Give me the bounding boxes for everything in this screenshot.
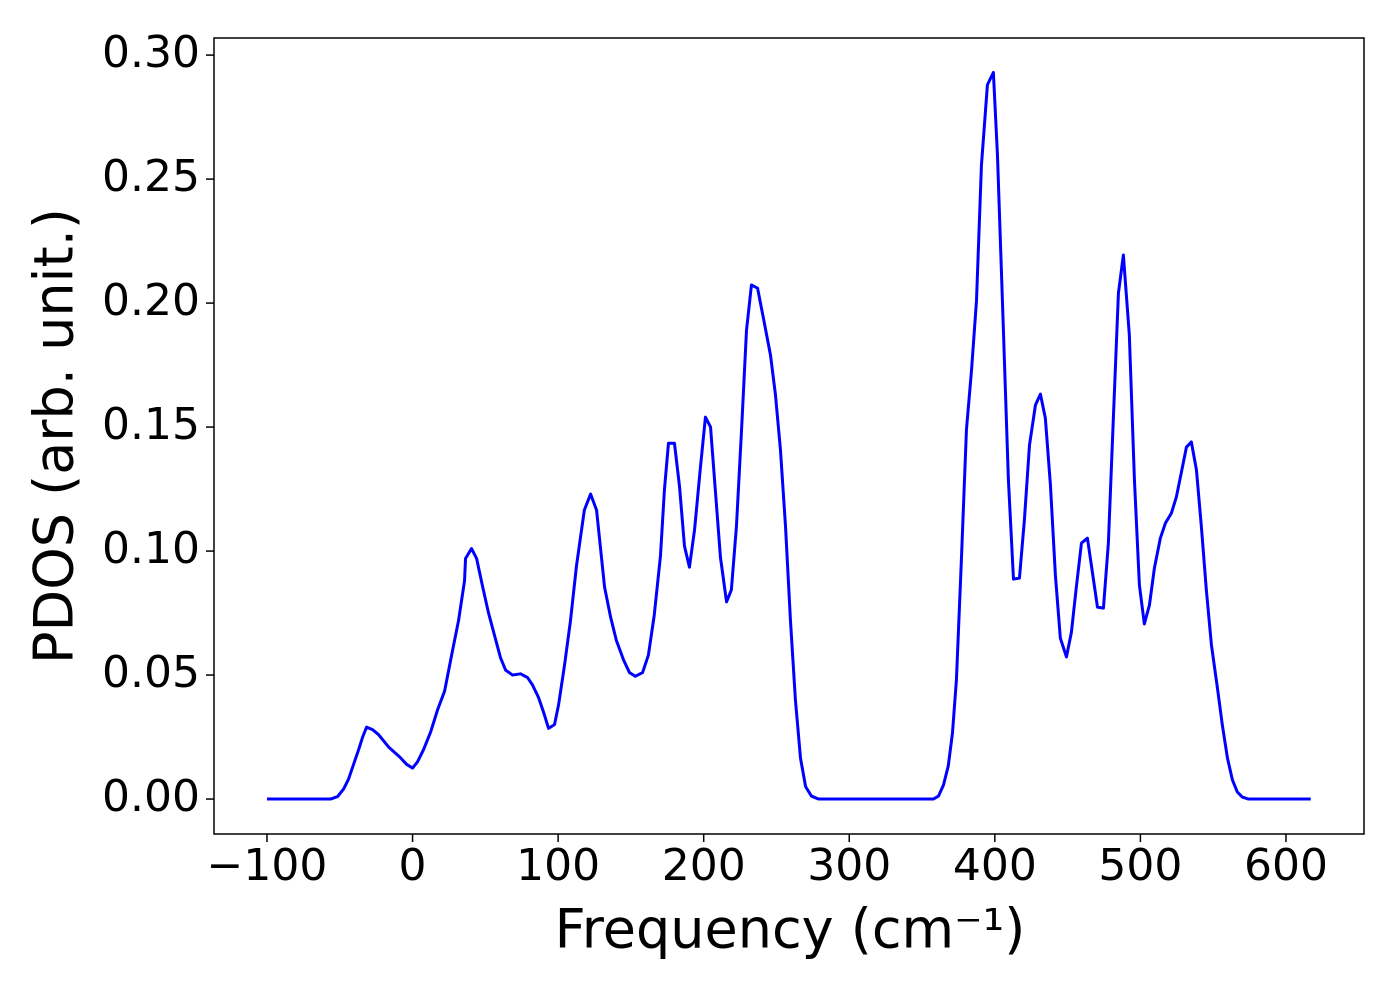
y-tick-label: 0.05	[102, 647, 200, 698]
x-tick-label: 500	[1098, 840, 1182, 891]
y-tick-label: 0.20	[102, 275, 200, 326]
x-tick-label: 300	[807, 840, 891, 891]
data-line	[266, 70, 1311, 801]
y-tick-label: 0.10	[102, 523, 200, 574]
x-axis-label: Frequency (cm⁻¹)	[555, 898, 1026, 961]
y-tick-label: 0.30	[102, 27, 200, 78]
y-axis-label: PDOS (arb. unit.)	[23, 208, 86, 664]
x-tick-label: 0	[399, 840, 427, 891]
x-tick-label: 600	[1244, 840, 1328, 891]
y-tick-label: 0.00	[102, 771, 200, 822]
x-tick-label: 200	[662, 840, 746, 891]
x-tick-label: −100	[207, 840, 328, 891]
x-tick-label: 100	[516, 840, 600, 891]
y-tick-label: 0.15	[102, 399, 200, 450]
plot-frame	[213, 37, 1365, 835]
y-tick-label: 0.25	[102, 151, 200, 202]
x-tick-label: 400	[953, 840, 1037, 891]
